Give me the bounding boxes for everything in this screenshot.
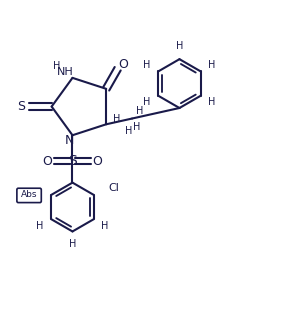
Text: H: H bbox=[126, 127, 133, 136]
FancyBboxPatch shape bbox=[17, 188, 41, 203]
Text: Cl: Cl bbox=[108, 183, 119, 193]
Text: H: H bbox=[208, 60, 215, 70]
Text: H: H bbox=[37, 221, 44, 231]
Text: N: N bbox=[65, 134, 74, 148]
Text: H: H bbox=[69, 239, 76, 249]
Text: H: H bbox=[144, 97, 151, 107]
Text: NH: NH bbox=[57, 67, 74, 77]
Text: S: S bbox=[17, 100, 26, 113]
Text: H: H bbox=[144, 60, 151, 70]
Text: H: H bbox=[133, 122, 140, 132]
Text: H: H bbox=[135, 106, 143, 116]
Text: Abs: Abs bbox=[21, 190, 37, 199]
Text: O: O bbox=[93, 154, 102, 168]
Text: H: H bbox=[208, 97, 215, 107]
Text: H: H bbox=[176, 41, 183, 51]
Text: S: S bbox=[68, 154, 77, 168]
Text: H: H bbox=[53, 61, 60, 72]
Text: H: H bbox=[101, 221, 108, 231]
Text: O: O bbox=[43, 154, 52, 168]
Text: O: O bbox=[119, 58, 128, 71]
Text: H: H bbox=[113, 113, 120, 124]
